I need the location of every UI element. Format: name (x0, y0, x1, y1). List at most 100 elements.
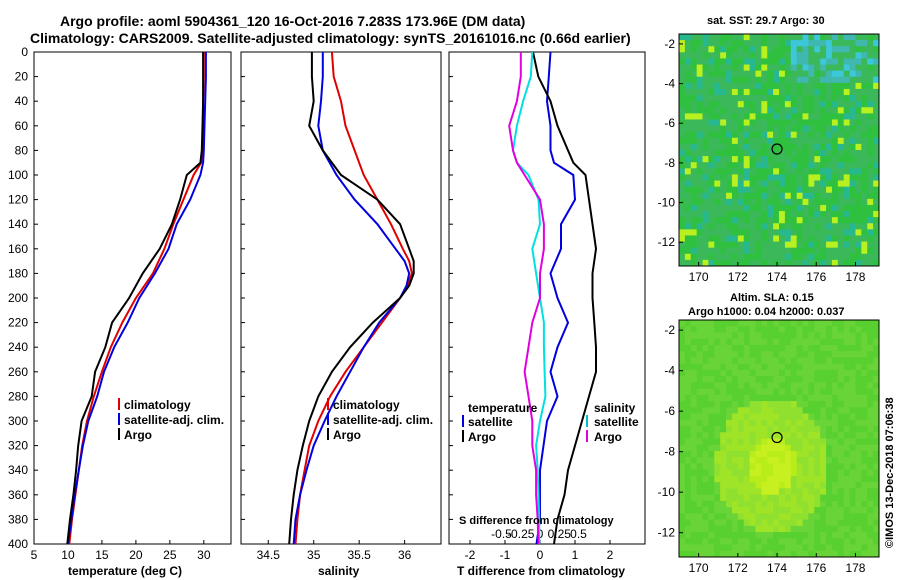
map-cell (861, 211, 868, 218)
map-cell (726, 229, 733, 236)
map-cell (820, 457, 827, 464)
map-cell (843, 113, 850, 120)
map-cell (784, 107, 792, 114)
map-cell (849, 241, 856, 249)
map-cell (831, 235, 839, 242)
map-cell (831, 369, 839, 377)
map-cell (808, 229, 815, 236)
map-cell (779, 198, 786, 206)
map-y-tick-label: -10 (658, 196, 676, 210)
map-cell (861, 351, 868, 358)
map-cell (837, 388, 845, 396)
map-cell (720, 253, 727, 261)
map-cell (767, 376, 774, 383)
map-cell (714, 413, 721, 421)
map-cell (708, 101, 715, 108)
map-cell (802, 259, 809, 267)
map-cell (802, 338, 809, 346)
map-cell (720, 88, 727, 96)
map-cell (743, 388, 750, 396)
map-cell (873, 180, 880, 188)
map-cell (861, 82, 868, 90)
map-cell (779, 174, 786, 181)
map-cell (861, 500, 868, 508)
map-cell (873, 52, 880, 59)
map-cell (861, 475, 868, 483)
map-cell (784, 407, 792, 414)
map-cell (867, 438, 874, 446)
map-cell (679, 407, 686, 414)
map-cell (855, 211, 862, 218)
map-cell (714, 507, 721, 514)
map-cell (767, 320, 774, 327)
map-cell (808, 407, 815, 414)
map-cell (761, 475, 768, 483)
map-cell (837, 419, 845, 427)
map-cell (837, 525, 845, 533)
map-cell (767, 180, 774, 188)
map-cell (726, 413, 733, 421)
map-cell (726, 180, 733, 188)
map-cell (731, 259, 739, 267)
map-cell (855, 168, 862, 175)
map-cell (708, 407, 715, 414)
map-cell (773, 351, 780, 358)
map-cell (831, 469, 839, 477)
map-cell (755, 388, 762, 396)
diff-temp-title: temperature (468, 401, 538, 415)
x-tick-label: 30 (197, 548, 211, 562)
map-cell (731, 143, 739, 151)
map-cell (843, 369, 850, 377)
map-cell (731, 332, 739, 340)
map-cell (767, 137, 774, 145)
map-cell (790, 507, 798, 514)
map-cell (690, 357, 698, 365)
map-cell (784, 482, 792, 489)
legend-swatch-argo (327, 428, 329, 440)
map-cell (702, 525, 709, 533)
map-cell (867, 344, 874, 352)
map-cell (826, 519, 833, 527)
map-cell (679, 507, 686, 514)
map-cell (808, 125, 815, 133)
map-cell (779, 326, 786, 333)
map-cell (737, 253, 745, 261)
map-cell (820, 482, 827, 489)
map-cell (873, 125, 880, 133)
map-cell (779, 332, 786, 340)
map-cell (726, 119, 733, 126)
map-cell (784, 525, 792, 533)
map-cell (726, 488, 733, 496)
map-cell (820, 382, 827, 390)
map-cell (849, 253, 856, 261)
map-cell (702, 419, 709, 427)
map-cell (796, 500, 803, 508)
map-cell (790, 357, 798, 365)
map-cell (867, 507, 874, 514)
map-cell (790, 125, 798, 133)
map-cell (749, 326, 756, 333)
map-cell (790, 413, 798, 421)
map-cell (779, 544, 786, 552)
map-cell (831, 550, 839, 558)
map-cell (767, 95, 774, 102)
map-cell (826, 137, 833, 145)
map-cell (814, 401, 821, 408)
map-cell (726, 500, 733, 508)
map-cell (831, 168, 839, 175)
map-cell (749, 168, 756, 175)
map-cell (831, 326, 839, 333)
map-cell (714, 320, 721, 327)
map-cell (808, 192, 815, 200)
map-cell (761, 438, 768, 446)
map-cell (861, 217, 868, 224)
map-y-tick-label: -4 (664, 364, 675, 378)
map-cell (696, 192, 703, 200)
map-cell (737, 101, 745, 108)
map-cell (802, 229, 809, 236)
map-cell (702, 162, 709, 169)
map-cell (861, 320, 868, 327)
map-cell (826, 388, 833, 396)
map-cell (831, 432, 839, 439)
map-cell (867, 351, 874, 358)
